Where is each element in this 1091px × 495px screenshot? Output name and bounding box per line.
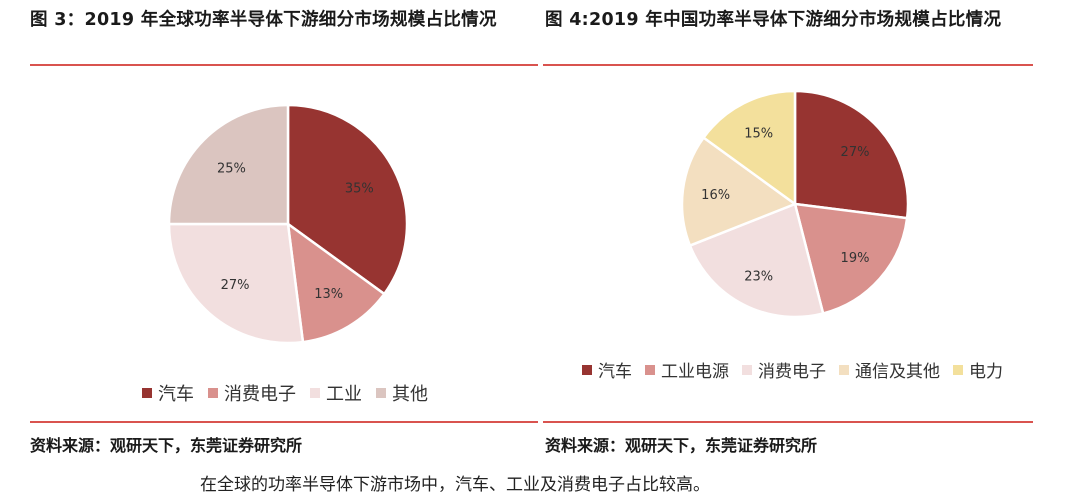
figure-panel-left: 图 3：2019 年全球功率半导体下游细分市场规模占比情况 35% 13% 27% 2… — [0, 0, 538, 482]
legend-swatch — [310, 388, 320, 398]
legend-label: 消费电子 — [224, 384, 296, 405]
legend-item: 工业 — [310, 380, 362, 406]
legend-swatch — [839, 364, 849, 375]
pie-slice-4 — [167, 103, 290, 226]
legend-label: 工业 — [326, 384, 362, 405]
pie-slice-5 — [701, 89, 797, 207]
source-divider — [30, 421, 538, 423]
data-label: 13% — [314, 287, 343, 302]
legend-swatch — [208, 388, 218, 398]
data-label: 35% — [345, 182, 374, 197]
pie-slice-1 — [286, 103, 409, 296]
legend-label: 消费电子 — [758, 362, 826, 382]
body-text-cut-off: 在全球的功率半导体下游市场中，汽车、工业及消费电子占比较高。 — [200, 475, 710, 495]
chart-legend: 汽车 消费电子 工业 其他 — [142, 380, 442, 406]
legend-label: 汽车 — [158, 384, 194, 405]
data-label: 27% — [221, 278, 250, 293]
data-label: 16% — [701, 188, 730, 203]
chart-legend: 汽车 工业电源 消费电子 通信及其他 电力 — [582, 357, 1016, 382]
figure-title: 图 3：2019 年全球功率半导体下游细分市场规模占比情况 — [30, 10, 497, 30]
pie-chart-global: 35% 13% 27% 25% — [167, 103, 409, 345]
legend-swatch — [953, 364, 963, 375]
legend-item: 其他 — [376, 380, 428, 406]
legend-item: 消费电子 — [208, 380, 296, 406]
legend-item: 消费电子 — [742, 357, 826, 382]
data-label: 25% — [217, 161, 246, 176]
data-label: 15% — [744, 127, 773, 142]
pie-slice-3 — [688, 202, 825, 319]
legend-item: 汽车 — [582, 357, 632, 382]
legend-swatch — [742, 364, 752, 375]
figure-title: 图 4:2019 年中国功率半导体下游细分市场规模占比情况 — [545, 10, 1002, 30]
data-label: 19% — [841, 251, 870, 266]
legend-item: 通信及其他 — [839, 357, 940, 382]
pie-chart-china: 27% 19% 23% 16% 15% — [680, 89, 910, 319]
source-note: 资料来源：观研天下，东莞证券研究所 — [30, 436, 303, 455]
legend-label: 工业电源 — [661, 362, 729, 382]
legend-label: 其他 — [392, 384, 428, 405]
pie-slice-2 — [793, 202, 909, 315]
pie-slice-2 — [286, 221, 387, 344]
legend-item: 工业电源 — [645, 357, 729, 382]
legend-swatch — [376, 388, 386, 398]
source-note: 资料来源：观研天下，东莞证券研究所 — [545, 436, 818, 455]
legend-label: 通信及其他 — [855, 362, 940, 382]
figure-panel-right: 图 4:2019 年中国功率半导体下游细分市场规模占比情况 27% 19% 23% 1… — [543, 0, 1091, 482]
title-divider — [543, 64, 1033, 66]
legend-label: 电力 — [969, 362, 1003, 382]
pie-slice-4 — [680, 135, 798, 248]
pie-slice-3 — [167, 222, 305, 345]
pie-slice-1 — [793, 89, 910, 220]
source-divider — [543, 421, 1033, 423]
legend-item: 汽车 — [142, 380, 194, 406]
legend-swatch — [142, 388, 152, 398]
data-label: 23% — [744, 269, 773, 284]
title-divider — [30, 64, 538, 66]
legend-swatch — [582, 364, 592, 375]
legend-item: 电力 — [953, 357, 1003, 382]
legend-swatch — [645, 364, 655, 375]
data-label: 27% — [841, 145, 870, 160]
legend-label: 汽车 — [598, 362, 632, 382]
